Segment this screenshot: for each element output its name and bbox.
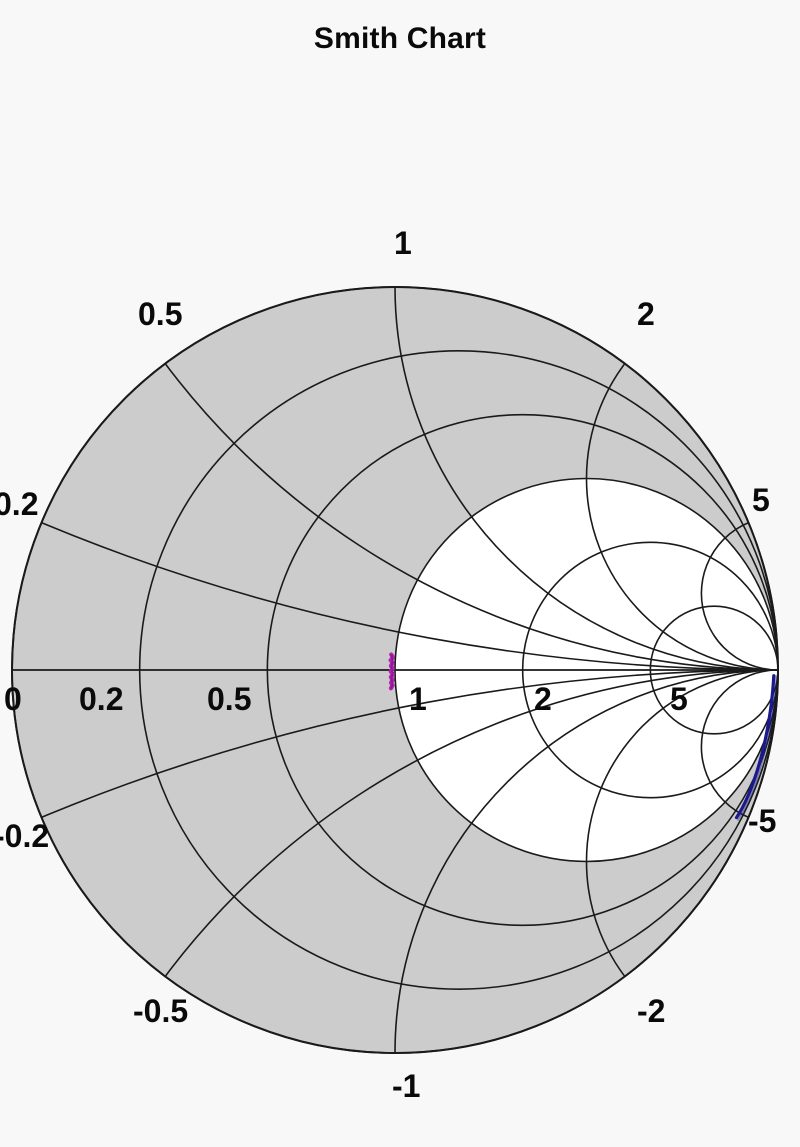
tick-label-resistance: 0 xyxy=(4,681,22,717)
trace-magenta-line xyxy=(388,652,396,691)
smith-outer-boundary xyxy=(11,286,779,1054)
tick-label-resistance: 0.2 xyxy=(79,681,124,717)
reactance-arc-2 xyxy=(585,287,778,671)
tick-label-reactance: 2 xyxy=(637,296,655,332)
trace-navy-line xyxy=(734,674,776,820)
tick-label-reactance: 0.2 xyxy=(0,486,39,522)
reactance-arc--2 xyxy=(585,669,778,1053)
tick-label-reactance: -2 xyxy=(637,993,666,1029)
tick-label-reactance: -0.5 xyxy=(133,993,189,1029)
tick-label-resistance: 5 xyxy=(670,681,688,717)
tick-label-resistance: 2 xyxy=(534,681,552,717)
tick-label-reactance: 1 xyxy=(394,225,412,261)
tick-label-reactance: 0.5 xyxy=(138,296,183,332)
page-title: Smith Chart xyxy=(313,22,487,55)
reactance-arc--5 xyxy=(700,669,778,824)
tick-label-reactance: 5 xyxy=(752,482,770,518)
tick-label-reactance: -1 xyxy=(392,1068,421,1104)
tick-label-reactance: -0.2 xyxy=(0,818,50,854)
tick-label-resistance: 1 xyxy=(409,681,427,717)
tick-label-resistance: 0.5 xyxy=(207,681,252,717)
tick-label-reactance: -5 xyxy=(748,803,777,839)
trace-magenta-core xyxy=(390,654,394,689)
trace-navy-halo xyxy=(737,675,777,821)
reactance-arc-5 xyxy=(700,516,778,671)
data-traces xyxy=(388,652,777,821)
